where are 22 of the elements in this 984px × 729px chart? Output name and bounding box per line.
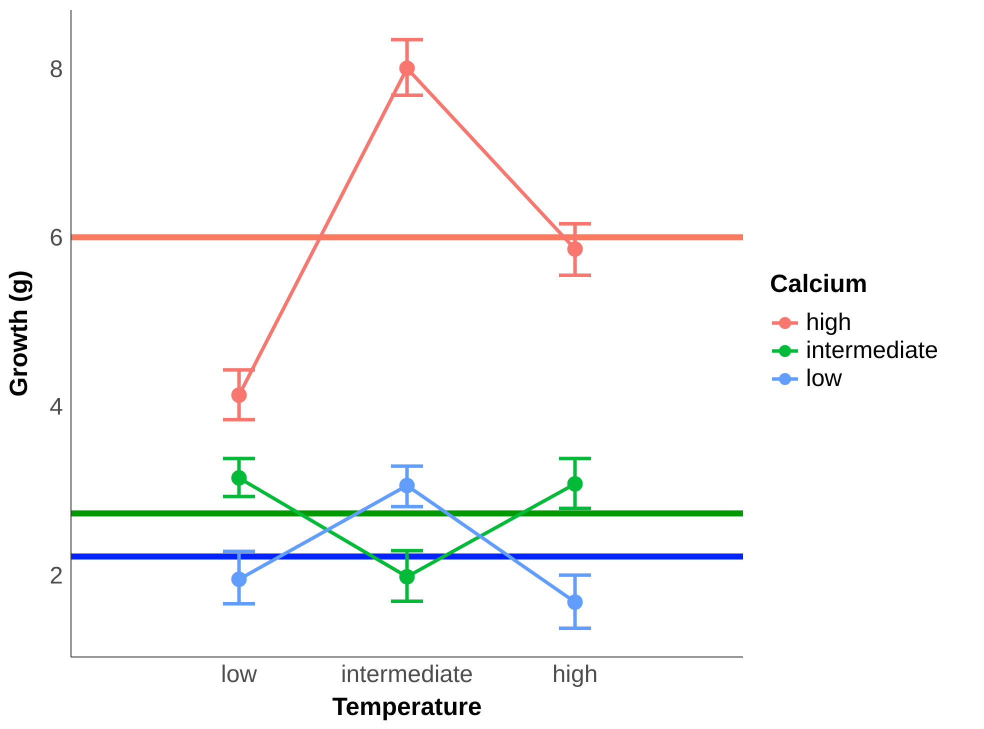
y-tick-label: 8	[50, 56, 63, 83]
x-tick-label: high	[552, 661, 598, 688]
point	[567, 476, 583, 492]
point	[231, 387, 247, 403]
y-tick-label: 2	[50, 562, 63, 590]
x-tick-label: intermediate	[340, 661, 474, 688]
point	[567, 594, 583, 610]
x-tick-label: low	[220, 661, 258, 688]
point	[399, 60, 415, 76]
point	[231, 572, 247, 588]
point	[399, 569, 415, 585]
y-axis-title: Growth (g)	[4, 270, 33, 397]
legend-label: high	[806, 309, 852, 337]
point	[231, 470, 247, 486]
y-tick-label: 4	[50, 394, 63, 421]
y-tick-label: 6	[50, 224, 63, 252]
legend-label: low	[806, 365, 842, 393]
x-axis-title: Temperature	[332, 693, 482, 721]
legend-title: Calcium	[770, 270, 868, 299]
legend-label: intermediate	[806, 337, 938, 365]
point	[399, 478, 415, 494]
point	[567, 241, 583, 257]
